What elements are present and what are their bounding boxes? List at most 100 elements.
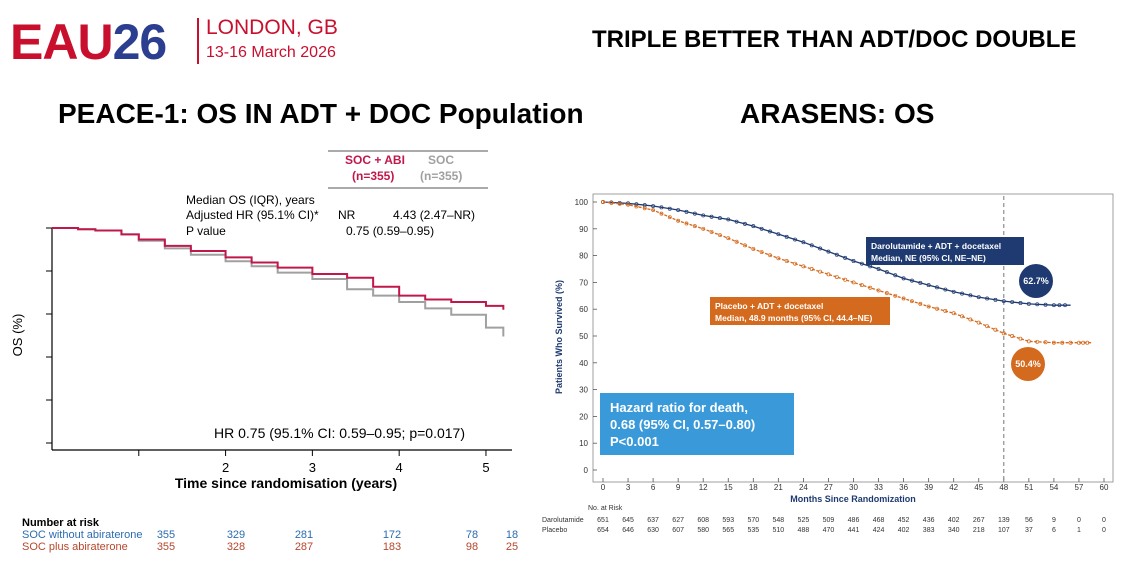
arasens-censor-mark	[701, 213, 706, 218]
peace1-x-tick-label: 3	[309, 460, 316, 475]
row-label-median: Median OS (IQR), years	[186, 193, 315, 207]
arasens-censor-mark	[659, 211, 664, 216]
slide-title: TRIPLE BETTER THAN ADT/DOC DOUBLE	[592, 26, 1077, 53]
arasens-risk-value: 424	[873, 527, 885, 534]
arasens-censor-mark	[884, 270, 889, 275]
arasens-censor-mark	[1001, 299, 1006, 304]
arasens-censor-mark	[1043, 340, 1048, 345]
arasens-censor-mark	[667, 215, 672, 220]
arasens-censor-mark	[818, 269, 823, 274]
row-hr-val2: 4.43 (2.47–NR)	[393, 208, 475, 222]
arasens-censor-mark	[826, 272, 831, 277]
hr-box-line3: P<0.001	[610, 434, 659, 449]
arasens-x-tick-label: 60	[1100, 483, 1109, 492]
arasens-censor-mark	[768, 253, 772, 258]
arasens-censor-mark	[701, 226, 706, 231]
peace1-risk-value: 25	[506, 541, 518, 553]
arasens-censor-mark	[1043, 302, 1048, 307]
arasens-censor-mark	[935, 285, 939, 290]
logo-city: LONDON, GB	[206, 16, 338, 39]
arasens-y-tick-label: 30	[579, 386, 588, 395]
arasens-censor-mark	[918, 280, 923, 285]
peace1-risk-title: Number at risk	[22, 517, 100, 529]
arasens-censor-mark	[801, 264, 806, 269]
arasens-risk-row-label: Darolutamide	[542, 517, 584, 524]
arasens-risk-value: 139	[998, 517, 1010, 524]
peace1-heading: PEACE-1: OS IN ADT + DOC Population	[58, 98, 584, 129]
arasens-censor-mark	[1026, 301, 1031, 306]
arasens-censor-mark	[809, 267, 814, 271]
arasens-risk-value: 570	[747, 517, 759, 524]
arasens-censor-mark	[692, 224, 697, 229]
arasens-censor-mark	[768, 229, 772, 234]
arasens-censor-mark	[910, 278, 914, 283]
arasens-x-tick-label: 3	[626, 483, 631, 492]
placebo-label-median: Median, 48.9 months (95% CI, 44.4–NE)	[715, 313, 872, 323]
arasens-censor-mark	[717, 233, 722, 238]
arasens-y-tick-label: 40	[579, 359, 588, 368]
peace1-risk-value: 355	[157, 541, 175, 553]
arasens-y-tick-label: 90	[579, 225, 588, 234]
col2-header: SOC	[428, 153, 454, 167]
arasens-censor-mark	[968, 317, 973, 322]
arasens-risk-value: 627	[672, 517, 684, 524]
arasens-risk-value: 637	[647, 517, 659, 524]
arasens-censor-mark	[985, 296, 990, 301]
peace1-risk-value: 281	[295, 529, 313, 541]
arasens-risk-value: 630	[647, 527, 659, 534]
peace1-risk-value: 329	[227, 529, 245, 541]
peace1-x-tick-label: 4	[396, 460, 403, 475]
arasens-x-tick-label: 48	[999, 483, 1008, 492]
arasens-x-tick-label: 12	[699, 483, 708, 492]
arasens-censor-mark	[985, 324, 990, 329]
arasens-risk-value: 486	[848, 517, 860, 524]
arasens-censor-mark	[726, 236, 731, 241]
arasens-risk-value: 607	[672, 527, 684, 534]
arasens-risk-value: 402	[898, 527, 910, 534]
arasens-risk-value: 488	[798, 527, 810, 534]
arasens-y-tick-label: 10	[579, 439, 588, 448]
arasens-censor-mark	[893, 293, 898, 298]
arasens-risk-table: Darolutamide 651 645 637 627 608 593 570 548 525 5…	[542, 517, 1106, 534]
arasens-x-tick-label: 54	[1049, 483, 1058, 492]
arasens-x-ticks: 0 3 6 9 12 15 18 21 24 27 30 33 36 39 42 45 48 51 54 57 60	[601, 478, 1109, 492]
arasens-censor-mark	[1051, 340, 1056, 345]
arasens-censor-mark	[968, 293, 973, 298]
arasens-x-tick-label: 21	[774, 483, 783, 492]
arasens-censor-mark	[1035, 302, 1040, 307]
placebo-end-bubble	[1011, 347, 1045, 381]
arasens-risk-row-label: Placebo	[542, 527, 567, 534]
arasens-censor-mark	[960, 291, 964, 296]
arasens-censor-mark	[926, 304, 931, 309]
placebo-label-box	[710, 297, 890, 325]
arasens-risk-value: 56	[1025, 517, 1033, 524]
peace1-risk-value: 355	[157, 529, 175, 541]
arasens-censor-mark	[834, 275, 839, 279]
arasens-censor-mark	[717, 216, 722, 221]
arasens-censor-mark	[1057, 303, 1062, 308]
arasens-censor-mark	[684, 209, 689, 214]
arasens-x-tick-label: 39	[924, 483, 933, 492]
arasens-risk-value: 608	[697, 517, 709, 524]
peace1-risk-value: 18	[506, 529, 518, 541]
arasens-risk-value: 468	[873, 517, 885, 524]
arasens-series	[601, 200, 1092, 345]
arasens-risk-value: 218	[973, 527, 985, 534]
arasens-series-line	[602, 201, 1092, 344]
arasens-censor-mark	[1010, 300, 1015, 305]
arasens-censor-mark	[751, 246, 756, 251]
arasens-risk-value: 580	[697, 527, 709, 534]
arasens-risk-value: 525	[798, 517, 810, 524]
arasens-heading: ARASENS: OS	[740, 98, 935, 129]
arasens-risk-value: 535	[747, 527, 759, 534]
peace1-series	[52, 227, 505, 337]
arasens-x-tick-label: 18	[749, 483, 758, 492]
arasens-censor-mark	[901, 276, 906, 281]
peace1-risk-value: 98	[466, 541, 478, 553]
peace1-hr-annotation: HR 0.75 (95.1% CI: 0.59–0.95; p=0.017)	[214, 425, 465, 441]
row-label-hr: Adjusted HR (95.1% CI)*	[186, 208, 319, 222]
arasens-y-tick-label: 80	[579, 252, 588, 261]
arasens-censor-mark	[960, 314, 964, 319]
peace1-x-tick-label: 5	[482, 460, 489, 475]
arasens-risk-value: 548	[773, 517, 785, 524]
